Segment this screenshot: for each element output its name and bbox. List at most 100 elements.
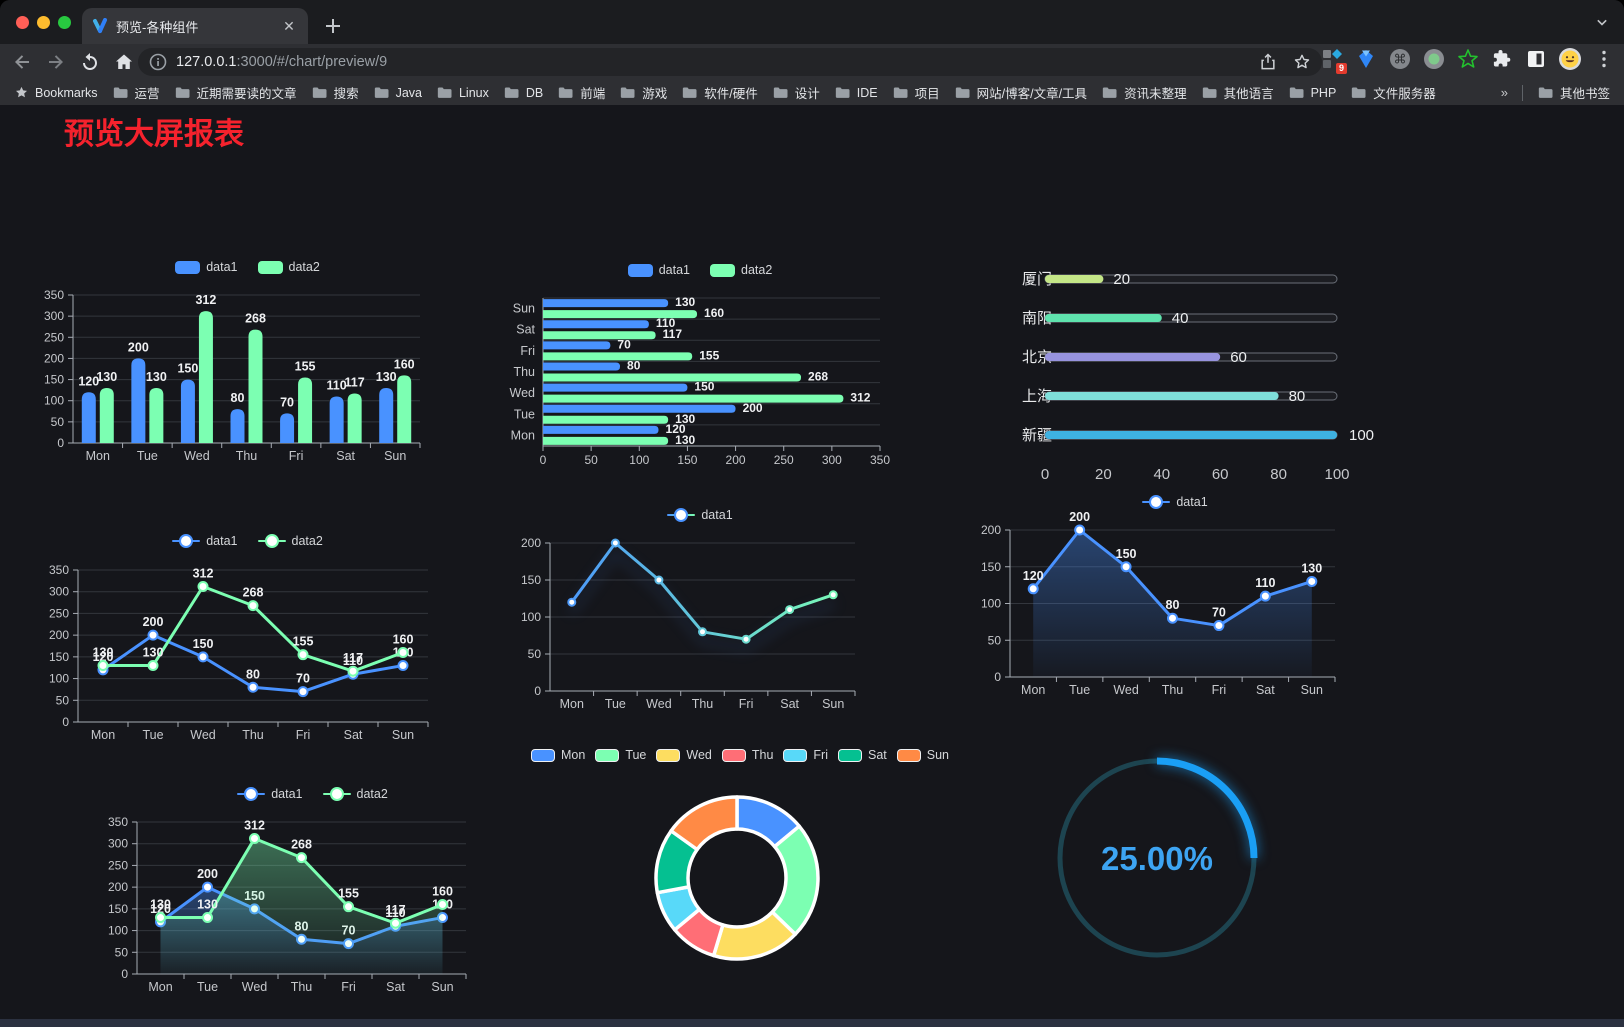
legend-item[interactable]: Fri <box>783 748 828 762</box>
svg-text:0: 0 <box>994 670 1001 684</box>
legend-item[interactable]: data2 <box>257 534 323 548</box>
legend-item[interactable]: Tue <box>595 748 646 762</box>
tab-favicon-icon <box>93 18 107 33</box>
bookmark-folder[interactable]: PHP <box>1288 85 1336 100</box>
bookmark-folder[interactable]: Java <box>373 85 422 100</box>
url-bar[interactable]: 127.0.0.1:3000/#/chart/preview/9 <box>138 48 1322 76</box>
forward-button[interactable] <box>44 50 68 74</box>
svg-text:117: 117 <box>385 903 405 917</box>
extension-reader-icon[interactable] <box>1524 47 1548 71</box>
legend-item[interactable]: data1 <box>175 260 238 274</box>
legend-item[interactable]: data2 <box>322 787 388 801</box>
bookmark-folder[interactable]: 网站/博客/文章/工具 <box>954 83 1087 102</box>
bookmark-star-icon[interactable] <box>1292 52 1312 72</box>
bookmark-folder[interactable]: 其他语言 <box>1201 83 1274 102</box>
back-button[interactable] <box>10 50 34 74</box>
browser-tab[interactable]: 预览-各种组件 ✕ <box>82 8 308 44</box>
svg-text:Fri: Fri <box>341 980 356 992</box>
close-window-button[interactable] <box>16 16 29 29</box>
browser-toolbar: 127.0.0.1:3000/#/chart/preview/9 9 <box>0 44 1624 80</box>
legend-item[interactable]: Mon <box>530 748 585 762</box>
chevron-down-icon[interactable] <box>1592 12 1612 32</box>
bookmark-folder[interactable]: 近期需要读的文章 <box>174 83 297 102</box>
bookmark-folder[interactable]: 资讯未整理 <box>1101 83 1187 102</box>
extension-command-icon[interactable]: ⌘ <box>1388 47 1412 71</box>
legend-label: Fri <box>813 748 828 762</box>
svg-text:150: 150 <box>193 637 214 651</box>
legend-item[interactable]: data1 <box>667 508 733 522</box>
svg-text:250: 250 <box>49 606 69 620</box>
svg-text:350: 350 <box>870 453 890 467</box>
svg-text:350: 350 <box>108 815 128 829</box>
legend-swatch <box>667 508 696 522</box>
bookmark-folder[interactable]: Linux <box>436 85 489 100</box>
legend-item[interactable]: Sun <box>896 748 949 762</box>
svg-text:312: 312 <box>195 293 216 307</box>
svg-text:350: 350 <box>49 563 69 577</box>
svg-text:Thu: Thu <box>692 697 714 711</box>
legend-item[interactable]: data2 <box>257 260 320 274</box>
gauge-chart: 25.00% <box>1035 735 1285 985</box>
legend-item[interactable]: Sat <box>838 748 887 762</box>
legend-item[interactable]: data1 <box>172 534 238 548</box>
extension-blocks-icon[interactable]: 9 <box>1320 47 1347 74</box>
url-text[interactable]: 127.0.0.1:3000/#/chart/preview/9 <box>176 54 388 70</box>
svg-text:50: 50 <box>528 647 542 661</box>
svg-text:0: 0 <box>62 715 69 729</box>
legend-item[interactable]: data1 <box>1142 495 1208 509</box>
folder-icon <box>1352 87 1366 98</box>
legend-item[interactable]: data1 <box>627 263 690 277</box>
svg-text:Thu: Thu <box>242 728 264 742</box>
svg-text:Sat: Sat <box>780 697 799 711</box>
minimize-window-button[interactable] <box>37 16 50 29</box>
home-button[interactable] <box>112 50 136 74</box>
reload-button[interactable] <box>78 50 102 74</box>
legend-swatch <box>530 748 555 762</box>
site-info-icon[interactable] <box>148 52 168 72</box>
bookmark-folder[interactable]: 项目 <box>892 83 940 102</box>
bookmark-folder[interactable]: 软件/硬件 <box>681 83 758 102</box>
svg-text:Fri: Fri <box>296 728 311 742</box>
bookmark-folder[interactable]: 前端 <box>557 83 605 102</box>
new-tab-button[interactable] <box>322 15 344 37</box>
folder-icon <box>113 87 128 98</box>
browser-menu-icon[interactable] <box>1592 47 1616 71</box>
folder-icon <box>374 87 389 98</box>
svg-text:100: 100 <box>1324 466 1349 483</box>
svg-text:300: 300 <box>108 837 128 851</box>
bottom-scrollbar-strip[interactable] <box>0 1019 1624 1027</box>
legend-label: data1 <box>658 263 690 277</box>
bookmark-folder[interactable]: 搜索 <box>311 83 359 102</box>
close-tab-icon[interactable]: ✕ <box>283 18 295 34</box>
bookmark-folder[interactable]: 文件服务器 <box>1350 83 1436 102</box>
bookmark-folder[interactable]: 运营 <box>112 83 160 102</box>
legend-item[interactable]: Thu <box>721 748 773 762</box>
bookmarks-overflow-chevron[interactable]: » <box>1500 85 1508 100</box>
chart-legend: data1 <box>500 508 900 522</box>
legend-item[interactable]: Wed <box>656 748 712 762</box>
extension-gem-icon[interactable] <box>1354 47 1378 71</box>
bookmark-folder[interactable]: 设计 <box>772 83 820 102</box>
svg-text:150: 150 <box>177 362 198 376</box>
bookmark-folder[interactable]: DB <box>503 85 543 100</box>
svg-text:Wed: Wed <box>646 697 672 711</box>
bookmark-folder[interactable]: IDE <box>834 85 878 100</box>
profile-avatar-emoji[interactable] <box>1558 47 1582 71</box>
other-bookmarks[interactable]: 其他书签 <box>1537 83 1610 102</box>
chart-legend: data1 data2 <box>30 260 465 274</box>
share-icon[interactable] <box>1258 52 1278 72</box>
legend-item[interactable]: data2 <box>710 263 772 277</box>
svg-text:130: 130 <box>143 646 164 660</box>
extensions-puzzle-icon[interactable] <box>1490 47 1514 71</box>
svg-text:厦门: 厦门 <box>1022 271 1052 288</box>
chart-legend: data1 data2 <box>95 787 530 801</box>
legend-item[interactable]: data1 <box>237 787 303 801</box>
bookmarks-root[interactable]: Bookmarks <box>14 85 98 100</box>
zoom-window-button[interactable] <box>58 16 71 29</box>
svg-text:268: 268 <box>291 838 312 852</box>
extension-badge: 9 <box>1335 63 1347 74</box>
extension-green-dot-icon[interactable] <box>1422 47 1446 71</box>
extension-green-star-icon[interactable] <box>1456 47 1480 71</box>
legend-swatch <box>1142 495 1171 509</box>
bookmark-folder[interactable]: 游戏 <box>619 83 667 102</box>
